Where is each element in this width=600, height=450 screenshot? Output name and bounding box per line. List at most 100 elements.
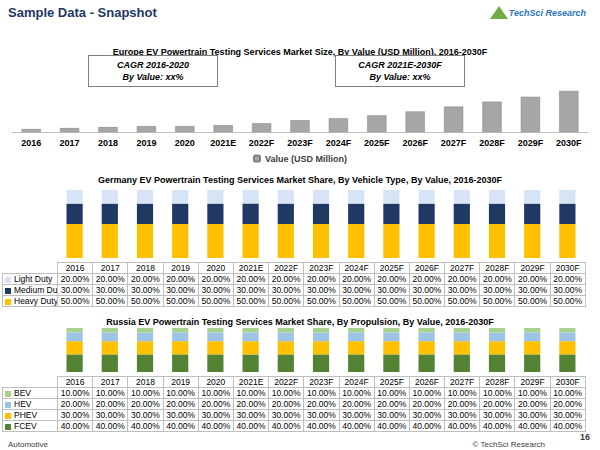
svg-text:2024F: 2024F [326, 138, 352, 148]
html-text:50.00%: 50.00% [377, 296, 407, 306]
html-text:30.00%: 30.00% [131, 285, 160, 295]
svg-text:Russia EV Powertrain Testing S: Russia EV Powertrain Testing Services Ma… [106, 317, 494, 327]
svg-text:Europe EV Powertrain Testing S: Europe EV Powertrain Testing Services Ma… [112, 46, 488, 57]
svg-text:2030F: 2030F [556, 138, 582, 148]
html-text:30.00%: 30.00% [271, 285, 301, 295]
html-text:2027F: 2027F [450, 263, 475, 273]
html-text:20.00%: 20.00% [447, 274, 477, 284]
html-text:30.00%: 30.00% [377, 285, 407, 295]
html-text:20.00%: 20.00% [95, 274, 125, 284]
html-text:2018: 2018 [136, 377, 155, 387]
html-text:2019: 2019 [171, 377, 191, 387]
html-text:30.00%: 30.00% [60, 285, 90, 295]
html-text:50.00%: 50.00% [518, 296, 547, 306]
svg-text:Germany EV Powertrain Testing: Germany EV Powertrain Testing Services M… [98, 175, 502, 185]
html-text:Heavy Duty 50.00%: Heavy Duty 50.00% [14, 296, 90, 306]
html-text:2026F: 2026F [414, 377, 439, 387]
html-text:20.00%: 20.00% [307, 274, 336, 284]
html-text:20.00%: 20.00% [271, 274, 301, 284]
html-text:20.00%: 20.00% [342, 274, 371, 284]
html-text:2029F: 2029F [520, 263, 545, 273]
html-text:50.00%: 50.00% [447, 296, 477, 306]
html-text:30.00%: 30.00% [95, 285, 125, 295]
html-text:20.00%: 20.00% [131, 274, 160, 284]
html-text:CAGR 2016-2020: CAGR 2016-2020 [117, 60, 189, 70]
html-text:50.00%: 50.00% [236, 296, 266, 306]
html-text:Light Duty: Light Duty [14, 274, 53, 284]
html-text:30.00%: 30.00% [518, 285, 547, 295]
html-text:2022F: 2022F [274, 377, 299, 387]
html-text:2030F: 2030F [555, 263, 580, 273]
svg-text:2016: 2016 [21, 138, 41, 148]
html-text:20.00%: 20.00% [482, 274, 512, 284]
svg-text:2020: 2020 [175, 138, 195, 148]
html-text:30.00%: 30.00% [482, 285, 512, 295]
html-text:2024F: 2024F [344, 377, 369, 387]
svg-text:2019: 2019 [136, 138, 156, 148]
html-text:TechSci Research: TechSci Research [508, 8, 586, 18]
html-text:2020: 2020 [206, 263, 226, 273]
html-text:50.00%: 50.00% [201, 296, 231, 306]
html-text:By Value: xx%: By Value: xx% [369, 72, 431, 82]
html-text:2028F: 2028F [485, 377, 510, 387]
html-text:2023F: 2023F [309, 263, 334, 273]
svg-text:2029F: 2029F [518, 138, 544, 148]
html-text:2024F: 2024F [344, 263, 369, 273]
html-text:50.00%: 50.00% [307, 296, 336, 306]
html-text:20.00%: 20.00% [518, 274, 547, 284]
html-text:20.00%: 20.00% [377, 274, 407, 284]
html-text:30.00%: 30.00% [412, 285, 442, 295]
html-text:2025F: 2025F [379, 377, 404, 387]
html-text:30.00%: 30.00% [342, 285, 371, 295]
html-text:50.00%: 50.00% [342, 296, 371, 306]
html-text:30.00%: 30.00% [201, 285, 231, 295]
html-text:30.00%: 30.00% [553, 285, 583, 295]
html-text:2021E: 2021E [238, 263, 264, 273]
html-text:20.00%: 20.00% [166, 274, 196, 284]
html-text:2020: 2020 [206, 377, 226, 387]
html-text:20.00%: 20.00% [60, 274, 90, 284]
html-text:16: 16 [580, 432, 590, 442]
svg-text:2028F: 2028F [479, 138, 505, 148]
html-text:50.00%: 50.00% [412, 296, 442, 306]
html-text:30.00%: 30.00% [236, 285, 266, 295]
html-text:50.00%: 50.00% [166, 296, 196, 306]
html-text:2017: 2017 [100, 263, 120, 273]
svg-text:2022F: 2022F [249, 138, 275, 148]
html-text:50.00%: 50.00% [482, 296, 512, 306]
html-text:2027F: 2027F [450, 377, 475, 387]
html-text:50.00%: 50.00% [553, 296, 583, 306]
html-text:50.00%: 50.00% [271, 296, 301, 306]
html-text:2016: 2016 [65, 377, 85, 387]
html-text:30.00%: 30.00% [447, 285, 477, 295]
html-text:20.00%: 20.00% [236, 274, 266, 284]
html-text:Sample Data - Snapshot: Sample Data - Snapshot [8, 5, 157, 20]
svg-text:2017: 2017 [60, 138, 80, 148]
html-text:20.00%: 20.00% [553, 274, 583, 284]
svg-text:2018: 2018 [98, 138, 118, 148]
svg-text:2026F: 2026F [402, 138, 428, 148]
html-text:20.00%: 20.00% [201, 274, 231, 284]
html-text:2025F: 2025F [379, 263, 404, 273]
html-text:By Value: xx%: By Value: xx% [122, 72, 184, 82]
html-text:2019: 2019 [171, 263, 191, 273]
html-text:30.00%: 30.00% [166, 285, 196, 295]
svg-text:2021E: 2021E [210, 138, 236, 148]
svg-text:Value (USD Million): Value (USD Million) [265, 154, 347, 164]
html-text:2023F: 2023F [309, 377, 334, 387]
html-text:2022F: 2022F [274, 263, 299, 273]
html-text:50.00%: 50.00% [131, 296, 160, 306]
html-text:20.00%: 20.00% [412, 274, 442, 284]
html-text:2026F: 2026F [414, 263, 439, 273]
html-text:2017: 2017 [100, 377, 120, 387]
svg-text:2025F: 2025F [364, 138, 390, 148]
html-text:2028F: 2028F [485, 263, 510, 273]
svg-text:2023F: 2023F [287, 138, 313, 148]
html-text:2018: 2018 [136, 263, 155, 273]
html-text:2016: 2016 [65, 263, 85, 273]
svg-text:2027F: 2027F [441, 138, 467, 148]
html-text:2021E: 2021E [238, 377, 264, 387]
html-text:50.00%: 50.00% [95, 296, 125, 306]
html-text:30.00%: 30.00% [307, 285, 336, 295]
html-text:CAGR 2021E-2030F: CAGR 2021E-2030F [358, 60, 442, 70]
